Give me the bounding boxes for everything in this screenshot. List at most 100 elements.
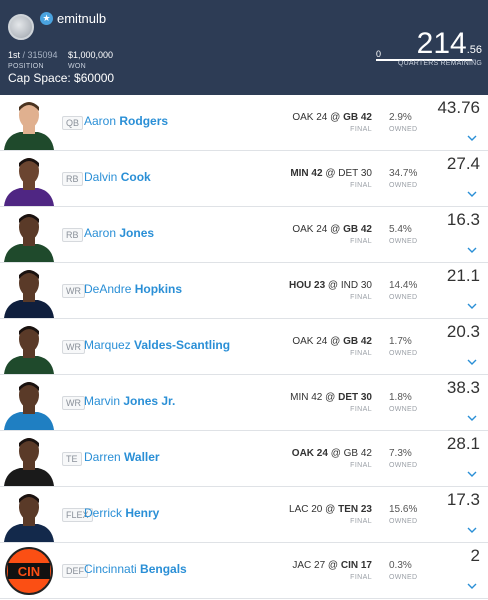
position-badge: WR [62,284,85,298]
player-last-name[interactable]: Jones [119,226,155,240]
game-score: MIN 42 @ DET 30 [290,168,372,179]
home-team-score: DET 30 [338,168,372,179]
quarters-remaining-label: QUARTERS REMAINING [398,60,482,67]
position-badge: TE [62,452,82,466]
player-name[interactable]: Aaron Jones [84,226,154,240]
player-headshot-icon [0,375,58,430]
score-zero: 0 [376,49,382,59]
player-first-name[interactable]: Cincinnati [84,562,137,576]
owned-percent: 5.4% [389,224,412,235]
player-photo[interactable] [0,207,58,262]
player-row[interactable]: CIN DEF Cincinnati Bengals JAC 27 @ CIN 17 F… [0,543,488,599]
position-badge: WR [62,340,85,354]
player-last-name[interactable]: Henry [125,506,160,520]
chevron-down-icon[interactable] [467,357,477,367]
player-first-name[interactable]: DeAndre [84,282,132,296]
chevron-down-icon[interactable] [467,133,477,143]
chevron-down-icon[interactable] [467,581,477,591]
won-stat: $1,000,000 WON [68,50,113,72]
player-photo[interactable] [0,431,58,486]
player-row[interactable]: WR Marquez Valdes-Scantling OAK 24 @ GB 42… [0,319,488,375]
position-badge: WR [62,396,85,410]
player-last-name[interactable]: Hopkins [134,282,183,296]
username[interactable]: emitnulb [57,11,107,26]
player-name[interactable]: Dalvin Cook [84,170,151,184]
owned-percent: 7.3% [389,448,412,459]
owned-label: OWNED [389,406,418,413]
game-score: LAC 20 @ TEN 23 [289,504,372,515]
player-row[interactable]: QB Aaron Rodgers OAK 24 @ GB 42 FINAL 2.9% OW… [0,95,488,151]
player-last-name[interactable]: Cook [120,170,151,184]
player-first-name[interactable]: Darren [84,450,121,464]
position-rank: 1st [8,50,21,60]
player-last-name[interactable]: Jones Jr. [123,394,176,408]
chevron-down-icon[interactable] [467,469,477,479]
player-row[interactable]: FLEX Derrick Henry LAC 20 @ TEN 23 FINAL 15.… [0,487,488,543]
player-first-name[interactable]: Derrick [84,506,122,520]
position-stat: 1st / 315094 POSITION [8,50,58,72]
player-first-name[interactable]: Aaron [84,226,117,240]
owned-label: OWNED [389,238,418,245]
position-total: / 315094 [22,50,58,60]
game-score: HOU 23 @ IND 30 [289,280,372,291]
away-team-score: OAK 24 [291,448,328,459]
team-logo-icon: CIN [5,547,53,595]
player-photo[interactable] [0,95,58,150]
team-logo-text: CIN [18,564,40,579]
owned-percent: 0.3% [389,560,412,571]
owned-percent: 1.8% [389,392,412,403]
score-main: 214 [416,27,467,60]
game-status: FINAL [350,294,372,301]
player-row[interactable]: RB Aaron Jones OAK 24 @ GB 42 FINAL 5.4% OWNE… [0,207,488,263]
player-last-name[interactable]: Rodgers [119,114,169,128]
owned-percent: 15.6% [389,504,418,515]
player-last-name[interactable]: Valdes-Scantling [134,338,231,352]
player-row[interactable]: WR DeAndre Hopkins HOU 23 @ IND 30 FINAL 14.… [0,263,488,319]
owned-label: OWNED [389,182,418,189]
player-photo[interactable] [0,487,58,542]
player-headshot-icon [0,487,58,542]
avatar[interactable] [8,14,34,40]
chevron-down-icon[interactable] [467,525,477,535]
chevron-down-icon[interactable] [467,301,477,311]
player-row[interactable]: WR Marvin Jones Jr. MIN 42 @ DET 30 FINAL 1.… [0,375,488,431]
player-row[interactable]: RB Dalvin Cook MIN 42 @ DET 30 FINAL 34.7% OW… [0,151,488,207]
player-headshot-icon [0,95,58,150]
player-first-name[interactable]: Aaron [84,114,117,128]
player-first-name[interactable]: Marvin [84,394,121,408]
home-team-score: TEN 23 [338,504,372,515]
chevron-down-icon[interactable] [467,413,477,423]
player-name[interactable]: Marquez Valdes-Scantling [84,338,230,352]
player-photo[interactable] [0,263,58,318]
player-photo[interactable]: CIN [0,543,58,598]
player-name[interactable]: Aaron Rodgers [84,114,168,128]
cap-space: Cap Space: $60000 [8,71,115,85]
owned-label: OWNED [389,462,418,469]
player-name[interactable]: Darren Waller [84,450,160,464]
player-first-name[interactable]: Marquez [84,338,131,352]
player-name[interactable]: Derrick Henry [84,506,159,520]
game-status: FINAL [350,518,372,525]
player-name[interactable]: DeAndre Hopkins [84,282,182,296]
game-score: OAK 24 @ GB 42 [292,336,372,347]
position-badge: DEF [62,564,88,578]
player-last-name[interactable]: Waller [124,450,160,464]
chevron-down-icon[interactable] [467,245,477,255]
won-amount: $1,000,000 [68,50,114,60]
fantasy-points: 38.3 [446,378,480,397]
home-team-score: DET 30 [338,392,372,403]
player-last-name[interactable]: Bengals [140,562,187,576]
player-first-name[interactable]: Dalvin [84,170,118,184]
player-name[interactable]: Marvin Jones Jr. [84,394,175,408]
fantasy-points: 28.1 [446,434,480,453]
position-badge: FLEX [62,508,93,522]
player-name[interactable]: Cincinnati Bengals [84,562,187,576]
chevron-down-icon[interactable] [467,189,477,199]
player-photo[interactable] [0,151,58,206]
player-photo[interactable] [0,375,58,430]
position-badge: RB [62,228,83,242]
player-headshot-icon [0,319,58,374]
player-row[interactable]: TE Darren Waller OAK 24 @ GB 42 FINAL 7.3% OW… [0,431,488,487]
game-status: FINAL [350,350,372,357]
player-photo[interactable] [0,319,58,374]
